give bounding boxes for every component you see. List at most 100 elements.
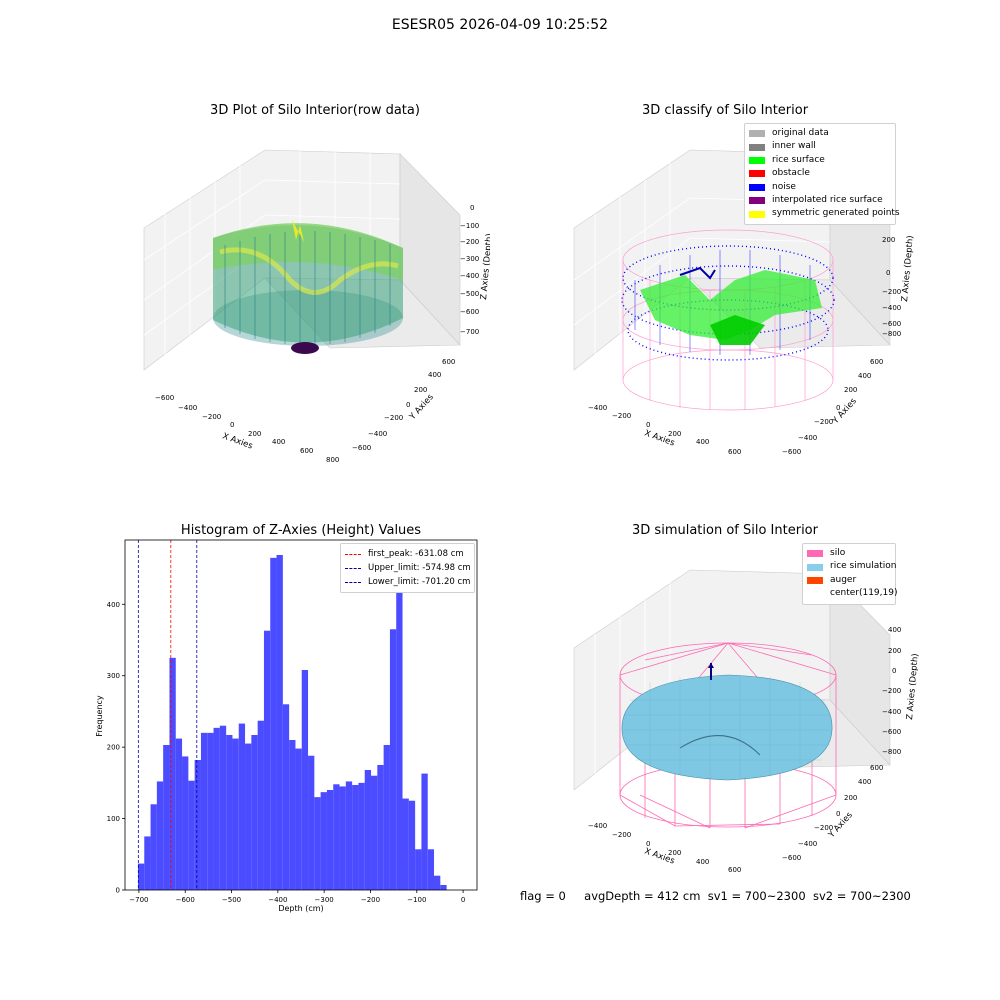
histogram-bar <box>175 738 183 890</box>
histogram-bar <box>440 885 447 890</box>
legend-swatch <box>807 577 823 585</box>
classify-z-label: Z Axies (Depth) <box>900 235 916 302</box>
histogram-bar <box>389 629 397 890</box>
legend-swatch <box>749 210 765 218</box>
status-footer: flag = 0 avgDepth = 412 cm sv1 = 700~230… <box>520 889 911 903</box>
simulation-x-tick: 200 <box>668 849 681 857</box>
legend-entry-silo: silo <box>807 547 891 560</box>
histogram-bar <box>396 582 403 890</box>
histogram-bar <box>207 732 214 890</box>
simulation-x-tick: 600 <box>728 866 741 874</box>
simulation-z-tick: −400 <box>882 708 901 716</box>
legend-entry-auger: auger <box>807 574 891 587</box>
histogram-x-tick-label: 0 <box>461 896 465 904</box>
legend-line <box>345 553 361 555</box>
classify-z-tick: −600 <box>882 320 901 328</box>
classify-z-tick: 200 <box>882 236 895 244</box>
histogram-bar <box>308 755 315 890</box>
histogram-bar <box>377 765 384 890</box>
raw-x-tick: 800 <box>326 456 339 464</box>
legend-swatch <box>749 143 765 151</box>
simulation-y-tick: 600 <box>870 764 883 772</box>
legend-label: center(119,19) <box>830 588 898 599</box>
simulation-y-tick: 400 <box>858 778 871 786</box>
legend-entry-rice-surface: rice surface <box>749 154 891 167</box>
histogram-bar <box>371 775 378 890</box>
simulation-y-tick: −200 <box>814 824 833 832</box>
classify-y-tick: −400 <box>798 434 817 442</box>
raw-z-tick: −200 <box>460 238 479 246</box>
histogram-bar <box>144 836 151 890</box>
classify-y-label: Y Axies <box>830 396 859 427</box>
legend-swatch <box>807 550 823 558</box>
legend-label: first_peak: -631.08 cm <box>368 549 464 559</box>
simulation-y-tick: −600 <box>782 854 801 862</box>
histogram-bar <box>276 555 283 890</box>
histogram-bar <box>245 743 252 890</box>
classify-y-tick: 400 <box>858 372 871 380</box>
legend-label: obstacle <box>772 168 810 179</box>
histogram-bar <box>402 798 409 890</box>
sv2-text: sv2 = 700~2300 <box>812 889 911 903</box>
histogram-bar <box>156 781 164 890</box>
raw-x-tick: 200 <box>248 430 261 438</box>
histogram-bar <box>263 630 271 890</box>
histogram-bar <box>213 727 220 890</box>
classify-y-tick: 0 <box>836 404 840 412</box>
legend-entry-noise: noise <box>749 181 891 194</box>
histogram-bar <box>434 875 441 890</box>
classify-x-tick: 400 <box>696 438 709 446</box>
histogram-bar <box>270 557 277 890</box>
legend-entry-first-peak: first_peak: -631.08 cm <box>345 547 470 561</box>
raw-z-tick: −100 <box>460 222 479 230</box>
raw-x-tick: −400 <box>178 404 197 412</box>
classify-x-tick: −200 <box>612 412 631 420</box>
histogram-x-tick-label: −200 <box>361 896 380 904</box>
classify-legend: original data inner wall rice surface ob… <box>744 123 900 225</box>
simulation-legend: silo rice simulation auger center(119,19… <box>802 543 898 605</box>
histogram-bar <box>326 790 334 890</box>
simulation-z-tick: 400 <box>888 626 901 634</box>
figure-suptitle: ESESR05 2026-04-09 10:25:52 <box>391 17 609 33</box>
raw-z-tick: −600 <box>460 308 479 316</box>
legend-line <box>345 581 361 583</box>
histogram-x-tick-label: −700 <box>129 896 148 904</box>
legend-label: Lower_limit: -701.20 cm <box>368 577 471 587</box>
simulation-x-tick: −200 <box>612 831 631 839</box>
histogram-x-tick-label: −600 <box>176 896 195 904</box>
histogram-x-tick-label: −500 <box>222 896 241 904</box>
simulation-z-label: Z Axies (Depth) <box>905 653 920 720</box>
simulation-plot-title: 3D simulation of Silo Interior <box>632 523 818 538</box>
classify-x-tick: 200 <box>668 430 681 438</box>
histogram-bar <box>257 720 264 890</box>
simulation-z-tick: −600 <box>882 728 901 736</box>
raw-plot-title: 3D Plot of Silo Interior(row data) <box>210 103 420 118</box>
histogram-bar <box>295 748 302 890</box>
legend-label: rice simulation <box>830 561 897 572</box>
histogram-y-tick-label: 400 <box>107 601 120 609</box>
legend-swatch <box>807 590 823 597</box>
histogram-bar <box>345 781 353 890</box>
raw-z-tick: 0 <box>470 204 474 212</box>
histogram-bar <box>200 732 208 890</box>
simulation-x-tick: 0 <box>646 840 650 848</box>
histogram-frame <box>124 539 478 891</box>
histogram-y-tick-label: 200 <box>107 744 120 752</box>
histogram-y-tick-label: 0 <box>116 887 120 895</box>
raw-3d-plot: −600 −400 −200 0 200 400 600 800 −600 −4… <box>143 149 490 464</box>
histogram-bar <box>358 782 365 890</box>
legend-label: auger <box>830 574 857 585</box>
histogram-bar <box>150 804 157 890</box>
classify-y-tick: −600 <box>782 448 801 456</box>
raw-z-tick: −400 <box>460 272 479 280</box>
raw-y-tick: 600 <box>442 358 455 366</box>
simulation-3d-plot: −400 −200 0 200 400 600 −600 −400 −200 0… <box>573 569 920 874</box>
histogram-bar <box>408 800 416 890</box>
simulation-z-tick: −800 <box>882 748 901 756</box>
histogram-y-tick-label: 100 <box>107 815 120 823</box>
classify-x-tick: 600 <box>728 448 741 456</box>
legend-swatch <box>749 157 765 165</box>
sv1-text: sv1 = 700~2300 <box>707 889 806 903</box>
simulation-x-tick: 400 <box>696 858 709 866</box>
raw-y-label: Y Axies <box>407 392 436 423</box>
